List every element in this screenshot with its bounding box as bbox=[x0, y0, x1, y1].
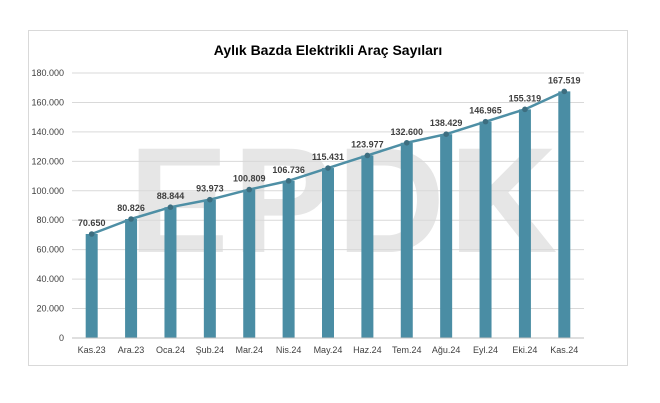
y-tick-label: 20.000 bbox=[36, 304, 64, 314]
y-tick-label: 120.000 bbox=[31, 156, 64, 166]
data-label: 115.431 bbox=[312, 152, 344, 162]
bar bbox=[125, 219, 138, 338]
chart-title: Aylık Bazda Elektrikli Araç Sayıları bbox=[213, 42, 443, 58]
bars bbox=[85, 91, 571, 339]
bar bbox=[518, 109, 531, 339]
y-tick-label: 140.000 bbox=[31, 127, 64, 137]
bar bbox=[203, 199, 216, 338]
y-tick-label: 180.000 bbox=[31, 68, 64, 78]
line-point bbox=[443, 131, 449, 138]
x-tick-label: Haz.24 bbox=[353, 345, 382, 355]
bar bbox=[164, 207, 177, 338]
line-point bbox=[246, 186, 253, 193]
data-label: 93.973 bbox=[196, 184, 224, 194]
data-label: 138.429 bbox=[430, 118, 463, 128]
watermark-text: EPDK bbox=[129, 116, 562, 284]
line-point bbox=[403, 139, 410, 146]
bar bbox=[361, 155, 374, 338]
x-tick-label: May.24 bbox=[314, 345, 343, 355]
line-point bbox=[207, 196, 213, 203]
data-label: 155.319 bbox=[509, 93, 542, 103]
y-tick-label: 80.000 bbox=[36, 215, 64, 225]
x-tick-label: Mar.24 bbox=[235, 345, 263, 355]
x-tick-label: Şub.24 bbox=[196, 345, 225, 355]
x-tick-label: Eki.24 bbox=[512, 345, 537, 355]
bar bbox=[479, 121, 492, 339]
data-label: 70.650 bbox=[78, 218, 106, 228]
y-tick-label: 0 bbox=[59, 333, 64, 343]
line-point bbox=[167, 204, 174, 211]
line-point bbox=[364, 152, 371, 159]
axes: 0 20.000 40.000 60.000 80.000 100.000 120.000 1… bbox=[31, 68, 584, 355]
data-label: 88.844 bbox=[157, 191, 185, 201]
x-tick-label: Tem.24 bbox=[392, 345, 422, 355]
x-tick-label: Kas.23 bbox=[78, 345, 106, 355]
line-point bbox=[325, 165, 331, 171]
x-tick-label: Oca.24 bbox=[156, 345, 185, 355]
data-label: 146.965 bbox=[469, 106, 502, 116]
data-label: 106.736 bbox=[272, 165, 305, 175]
bar bbox=[322, 168, 334, 338]
bar bbox=[282, 180, 295, 338]
x-tick-label: Eyl.24 bbox=[473, 345, 498, 355]
data-label: 132.600 bbox=[390, 127, 423, 137]
bar bbox=[440, 134, 453, 338]
line-point bbox=[522, 106, 528, 113]
bar bbox=[558, 91, 571, 338]
line-point bbox=[128, 216, 134, 222]
y-tick-label: 60.000 bbox=[36, 245, 64, 255]
x-tick-label: Ağu.24 bbox=[432, 345, 461, 355]
line-point bbox=[482, 118, 489, 125]
y-tick-label: 40.000 bbox=[36, 274, 64, 284]
line-point bbox=[88, 231, 95, 237]
y-tick-label: 160.000 bbox=[31, 97, 64, 107]
bar bbox=[85, 233, 98, 338]
watermark: EPDK bbox=[129, 116, 562, 284]
x-tick-label: Ara.23 bbox=[118, 345, 145, 355]
data-labels: 70.650 80.826 88.844 93.973 100.809 106.736 11… bbox=[78, 75, 581, 228]
data-label: 167.519 bbox=[548, 75, 581, 85]
bar bbox=[400, 142, 413, 338]
line-point bbox=[285, 178, 292, 184]
trend-line bbox=[88, 88, 568, 237]
data-label: 80.826 bbox=[117, 203, 145, 213]
bar bbox=[243, 189, 256, 338]
x-tick-label: Nis.24 bbox=[276, 345, 302, 355]
line-point bbox=[561, 88, 568, 95]
x-tick-label: Kas.24 bbox=[550, 345, 578, 355]
data-label: 123.977 bbox=[351, 139, 384, 149]
data-label: 100.809 bbox=[233, 174, 266, 184]
y-tick-label: 100.000 bbox=[31, 186, 64, 196]
